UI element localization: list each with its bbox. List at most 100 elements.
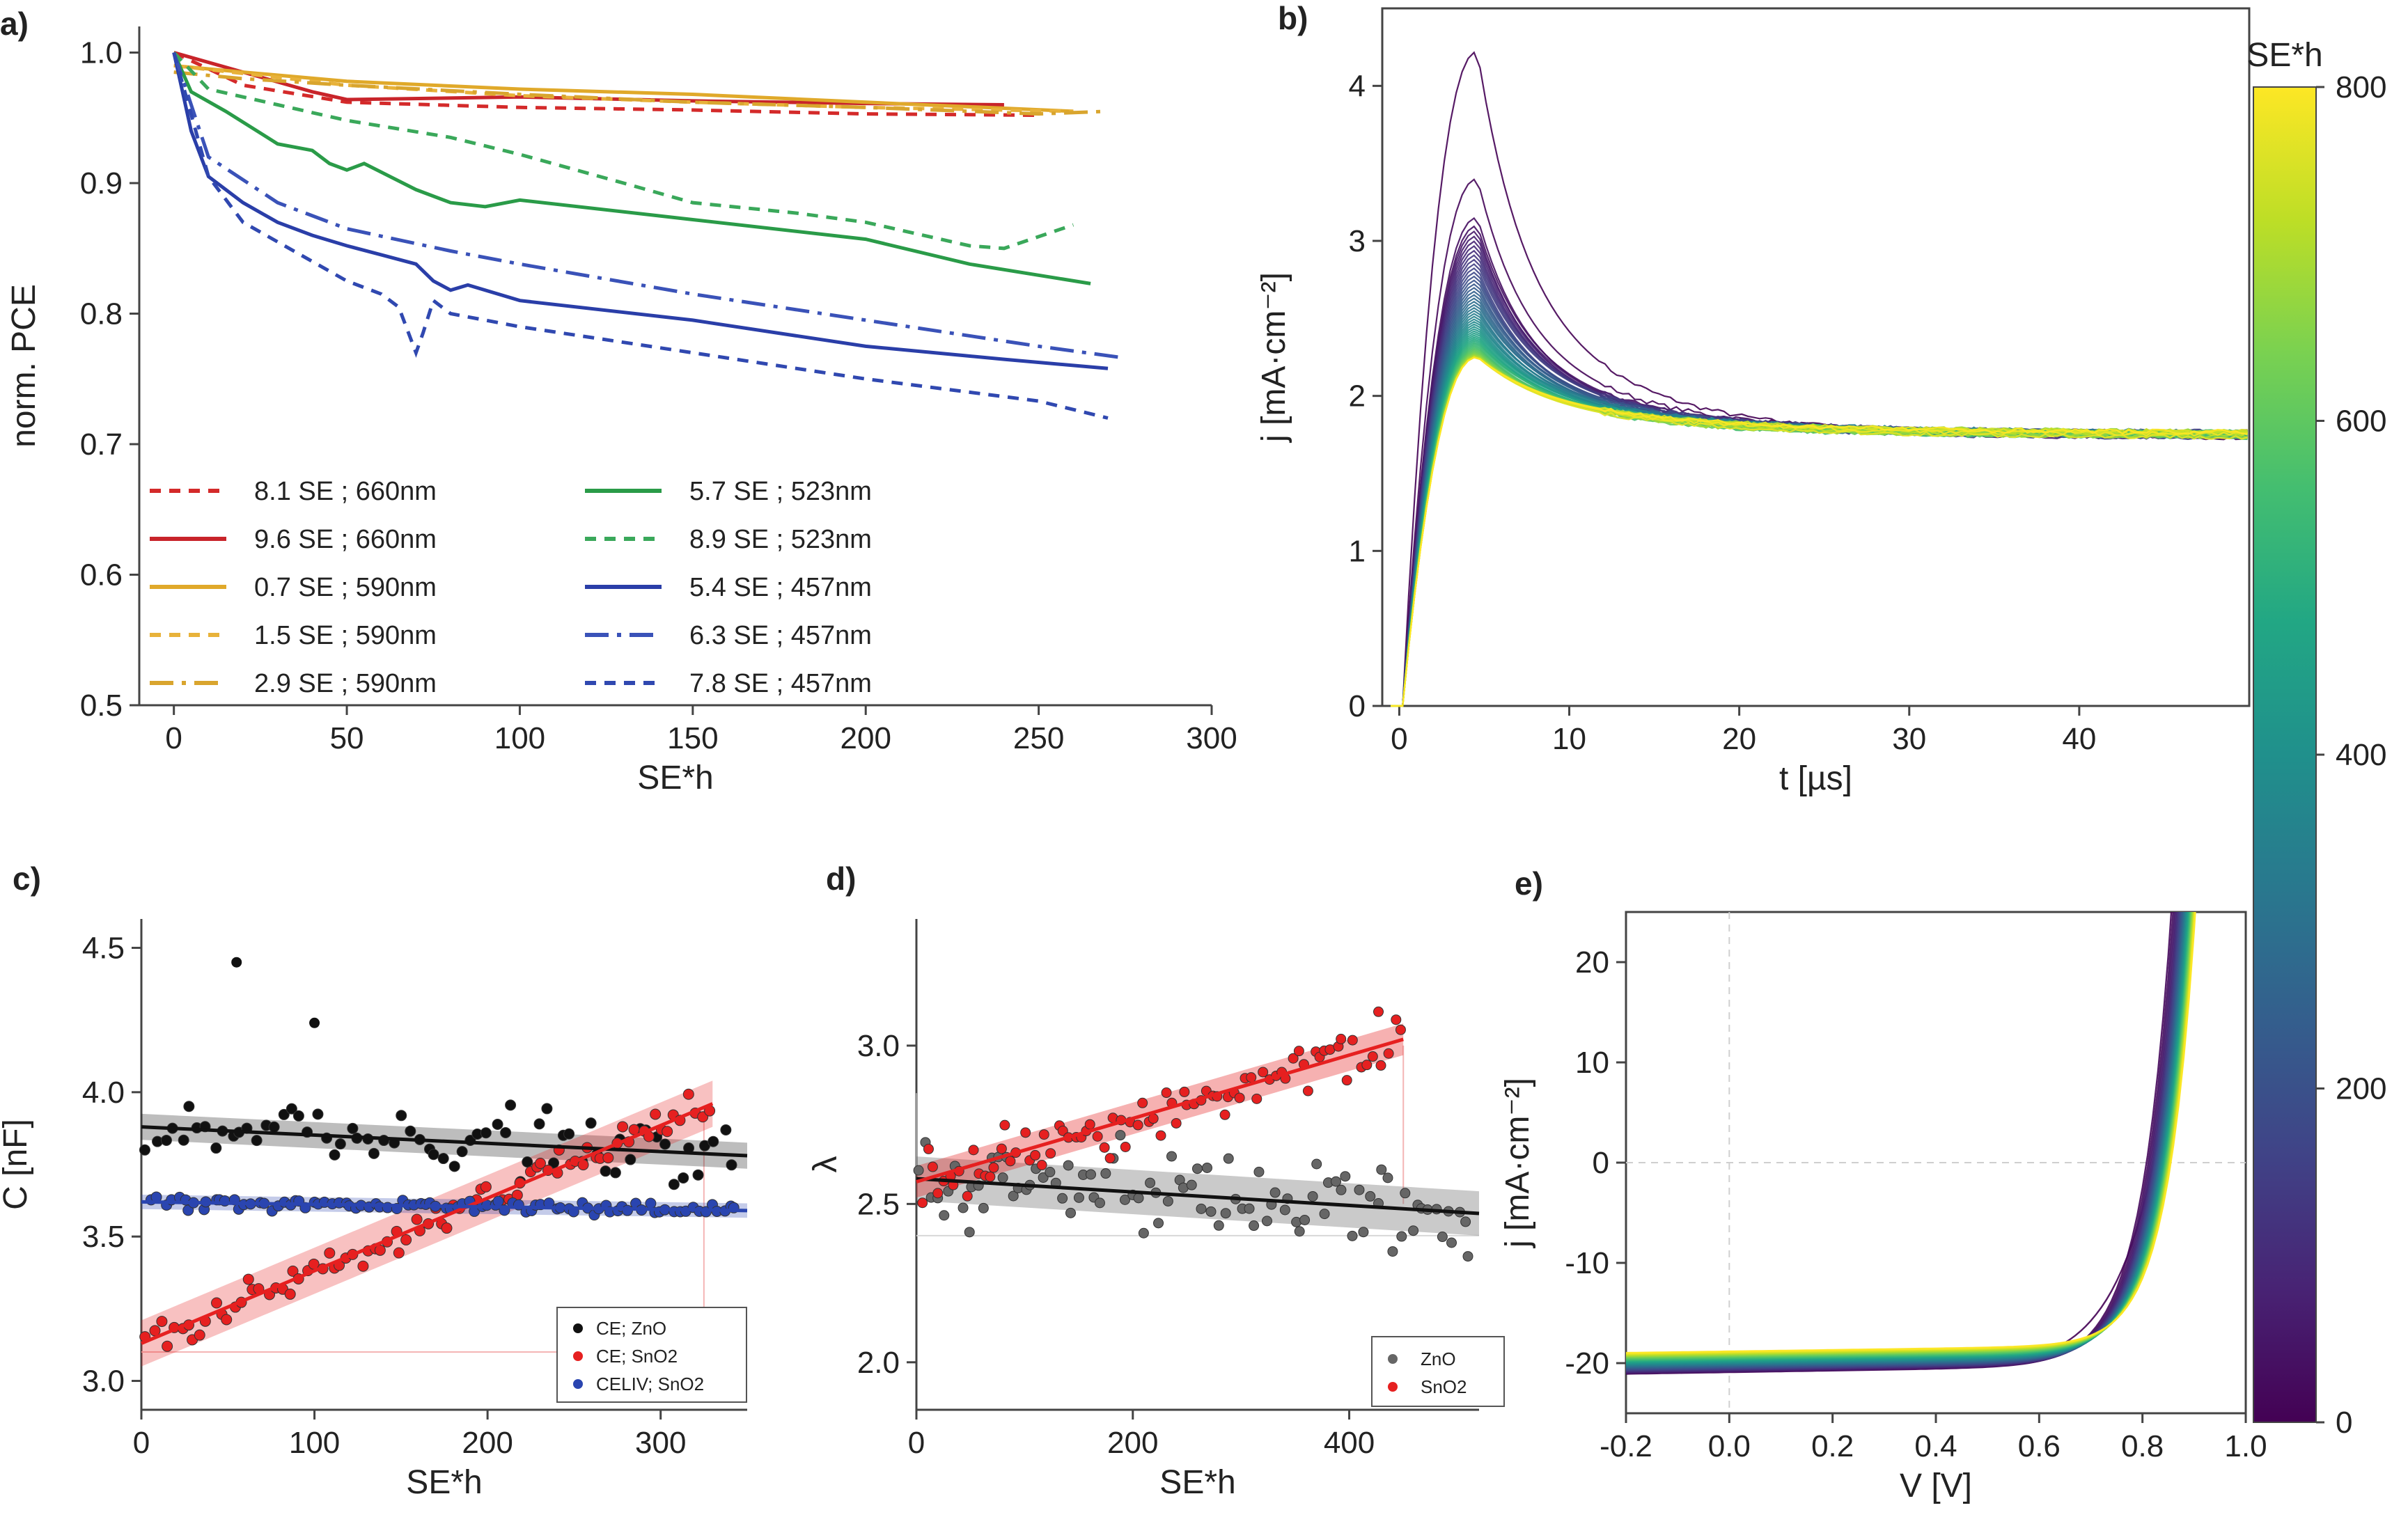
data-point-sno2 <box>1373 1006 1384 1017</box>
data-point-sno2 <box>1155 1130 1166 1141</box>
transient-curve <box>1391 356 2248 707</box>
data-point-sno2 <box>1375 1060 1386 1071</box>
x-tick-label: 30 <box>1892 722 1926 756</box>
data-point-sno2 <box>1057 1125 1068 1136</box>
y-tick-label: 2 <box>1349 379 1366 414</box>
data-point-zno <box>1038 1172 1049 1183</box>
data-point-celiv-sno2 <box>182 1204 194 1216</box>
transient-curve <box>1391 341 2248 707</box>
data-point-sno2 <box>923 1143 934 1154</box>
data-point-ce-sno2 <box>534 1158 546 1170</box>
data-point-sno2 <box>1336 1033 1347 1044</box>
data-point-zno <box>1115 1130 1126 1141</box>
data-point-zno <box>1073 1192 1084 1203</box>
transient-curve <box>1391 349 2248 707</box>
transient-curve <box>1391 340 2248 707</box>
data-point-sno2 <box>1347 1035 1358 1046</box>
data-point-zno <box>1311 1158 1322 1170</box>
x-tick-label: 20 <box>1722 722 1756 756</box>
legend-label: 9.6 SE ; 660nm <box>254 525 437 554</box>
panel-c-capacitance-plot: 0 100 200 300 3.0 3.5 4.0 4.5 SE*h C [nF] c) CE; Zn… <box>0 860 748 1501</box>
data-point-ce-zno <box>347 1122 359 1134</box>
y-tick-label: 3.0 <box>857 1029 900 1063</box>
x-tick-label: 200 <box>841 721 891 755</box>
data-point-zno <box>1249 1220 1260 1232</box>
y-tick-label: 4 <box>1349 69 1366 103</box>
y-tick-label: -10 <box>1565 1246 1609 1280</box>
data-point-sno2 <box>1045 1148 1056 1159</box>
data-point-ce-zno <box>312 1108 324 1120</box>
data-point-zno <box>1057 1193 1068 1204</box>
data-point-ce-zno <box>396 1110 407 1122</box>
data-point-zno <box>1460 1216 1471 1227</box>
data-point-ce-zno <box>160 1134 172 1146</box>
y-axis-title: λ <box>807 1156 844 1173</box>
transient-curve <box>1391 217 2249 707</box>
data-point-sno2 <box>1246 1072 1257 1083</box>
data-point-zno <box>1462 1251 1473 1262</box>
data-point-sno2 <box>1137 1097 1148 1108</box>
transient-curve <box>1391 332 2248 707</box>
legend-marker <box>573 1351 583 1361</box>
data-point-zno <box>1220 1208 1231 1219</box>
data-point-zno <box>1347 1230 1358 1241</box>
y-tick-label: 0.9 <box>80 166 123 201</box>
data-point-zno <box>1299 1214 1311 1225</box>
data-point-zno <box>1340 1171 1351 1182</box>
data-point-ce-zno <box>707 1135 719 1147</box>
x-tick-label: 0 <box>133 1426 150 1460</box>
data-point-ce-zno <box>600 1165 611 1177</box>
colorbar-tick-label: 800 <box>2336 70 2386 104</box>
data-point-sno2 <box>1367 1051 1378 1062</box>
data-point-zno <box>1100 1168 1111 1179</box>
colorbar-tick-label: 0 <box>2336 1406 2352 1440</box>
data-point-sno2 <box>1391 1014 1402 1025</box>
data-point-ce-sno2 <box>480 1181 492 1193</box>
x-tick-label: 250 <box>1013 721 1064 755</box>
transient-curve <box>1391 287 2248 707</box>
x-tick-label: 50 <box>330 721 364 755</box>
x-tick-label: 1.0 <box>2224 1429 2267 1463</box>
transient-curve <box>1391 330 2248 707</box>
panel-label: b) <box>1278 0 1308 36</box>
data-point-ce-zno <box>405 1125 416 1137</box>
x-tick-label: 0.4 <box>1914 1429 1957 1463</box>
data-point-ce-zno <box>659 1138 671 1150</box>
data-point-zno <box>964 1227 975 1238</box>
data-point-ce-zno <box>448 1161 460 1172</box>
fit-line-celiv-sno2 <box>141 1200 748 1213</box>
fit-line-sno2 <box>916 1037 1404 1184</box>
transient-curve <box>1391 356 2248 707</box>
y-tick-label: 2.0 <box>857 1346 900 1380</box>
fit-line-zno <box>916 1177 1480 1216</box>
data-point-ce-zno <box>720 1124 732 1135</box>
legend-label: 7.8 SE ; 457nm <box>689 669 872 698</box>
data-point-sno2 <box>1005 1156 1016 1167</box>
data-point-zno <box>1354 1184 1365 1195</box>
data-point-ce-zno <box>625 1154 636 1165</box>
data-point-sno2 <box>1341 1075 1352 1086</box>
data-point-ce-zno <box>368 1147 380 1159</box>
data-point-ce-zno <box>692 1169 704 1181</box>
data-point-ce-sno2 <box>324 1247 336 1259</box>
data-point-ce-zno <box>609 1167 621 1179</box>
data-point-zno <box>1446 1237 1457 1248</box>
data-point-ce-zno <box>251 1135 263 1147</box>
data-point-zno <box>978 1202 989 1213</box>
transient-curve <box>1391 348 2248 707</box>
data-point-sno2 <box>1161 1087 1172 1099</box>
data-point-sno2 <box>1258 1067 1269 1078</box>
panel-label: c) <box>13 860 41 897</box>
data-point-ce-zno <box>292 1110 304 1122</box>
data-point-zno <box>997 1172 1008 1184</box>
data-point-zno <box>1063 1160 1074 1171</box>
transient-curve <box>1391 354 2248 707</box>
y-tick-label: 0 <box>1593 1146 1609 1180</box>
y-tick-label: 0 <box>1349 689 1366 723</box>
data-point-zno <box>1437 1232 1448 1243</box>
series-line-8-1-se-660nm <box>173 51 1039 117</box>
data-point-zno <box>1153 1218 1164 1229</box>
data-point-zno <box>1307 1190 1318 1202</box>
legend-label: 5.4 SE ; 457nm <box>689 573 872 602</box>
legend-label: 5.7 SE ; 523nm <box>689 477 872 506</box>
